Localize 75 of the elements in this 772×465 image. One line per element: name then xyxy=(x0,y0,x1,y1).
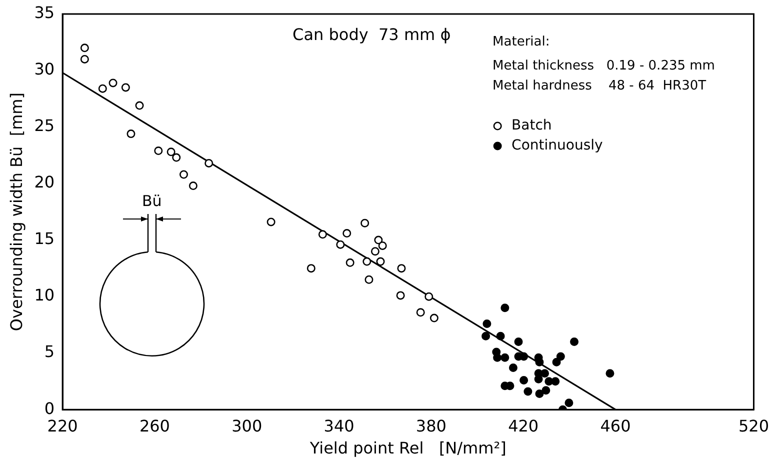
point xyxy=(514,338,523,346)
point xyxy=(370,247,380,256)
point xyxy=(424,292,434,301)
point xyxy=(166,148,176,156)
point xyxy=(416,308,425,317)
point xyxy=(540,369,550,378)
point xyxy=(551,377,560,386)
x-tick-label: 300 xyxy=(232,416,262,436)
y-tick-label: 30 xyxy=(34,60,55,79)
x-tick-label: 520 xyxy=(738,416,770,436)
point xyxy=(524,387,532,396)
point xyxy=(552,358,561,366)
point xyxy=(336,240,345,249)
point xyxy=(535,390,544,398)
point xyxy=(360,218,370,228)
point xyxy=(179,170,188,179)
point xyxy=(606,369,614,378)
y-tick-label: 15 xyxy=(34,229,55,248)
point xyxy=(108,78,118,88)
point xyxy=(378,241,387,250)
point xyxy=(376,257,385,266)
y-tick-label: 0 xyxy=(44,398,55,418)
point xyxy=(496,332,505,340)
x-tick-label: 220 xyxy=(47,416,78,436)
x-tick-label: 380 xyxy=(416,416,446,436)
y-axis-title: Overrounding width Bü [mm] xyxy=(6,92,26,332)
x-tick-label: 420 xyxy=(508,416,539,436)
point xyxy=(318,230,327,239)
point xyxy=(362,257,372,266)
point xyxy=(364,275,374,284)
point xyxy=(542,386,550,395)
x-tick-label: 460 xyxy=(600,416,631,436)
point xyxy=(135,101,144,110)
point xyxy=(482,319,492,328)
point xyxy=(564,398,574,408)
legend-label: Continuously xyxy=(512,138,603,154)
point xyxy=(397,264,406,273)
y-tick-label: 5 xyxy=(44,342,55,362)
y-tick-label: 20 xyxy=(34,172,55,192)
y-tick-label: 25 xyxy=(34,116,55,136)
point xyxy=(520,376,528,384)
point xyxy=(570,338,579,346)
point xyxy=(500,304,510,312)
point xyxy=(306,264,316,273)
x-tick-label: 340 xyxy=(324,416,354,436)
y-tick-label: 10 xyxy=(34,286,55,305)
x-axis-title: Yield point Rel [N/mm²] xyxy=(308,438,506,458)
point xyxy=(508,364,518,372)
point xyxy=(430,314,438,322)
point xyxy=(482,332,490,340)
point xyxy=(342,229,352,238)
point xyxy=(346,258,354,267)
annotation: Metal thickness 0.19 - 0.235 mm xyxy=(492,58,715,74)
point xyxy=(374,236,383,244)
point xyxy=(154,146,163,156)
point xyxy=(80,54,89,64)
annotation: Material: xyxy=(492,34,550,50)
point xyxy=(172,153,181,162)
point xyxy=(556,352,565,361)
point xyxy=(126,130,136,138)
point xyxy=(266,218,276,226)
point xyxy=(204,158,214,168)
point xyxy=(396,291,405,300)
point xyxy=(80,44,89,52)
point xyxy=(500,353,510,362)
x-tick-label: 260 xyxy=(139,416,170,436)
legend-label: Batch xyxy=(512,118,552,134)
point xyxy=(493,353,502,362)
annotation: Can body 73 mm ϕ xyxy=(292,25,451,44)
point xyxy=(121,83,130,92)
y-tick-label: 35 xyxy=(34,3,55,22)
point xyxy=(98,84,107,93)
annotation: Metal hardness 48 - 64 HR30T xyxy=(492,78,706,94)
point xyxy=(188,182,198,190)
annotation: Bü xyxy=(142,192,162,210)
